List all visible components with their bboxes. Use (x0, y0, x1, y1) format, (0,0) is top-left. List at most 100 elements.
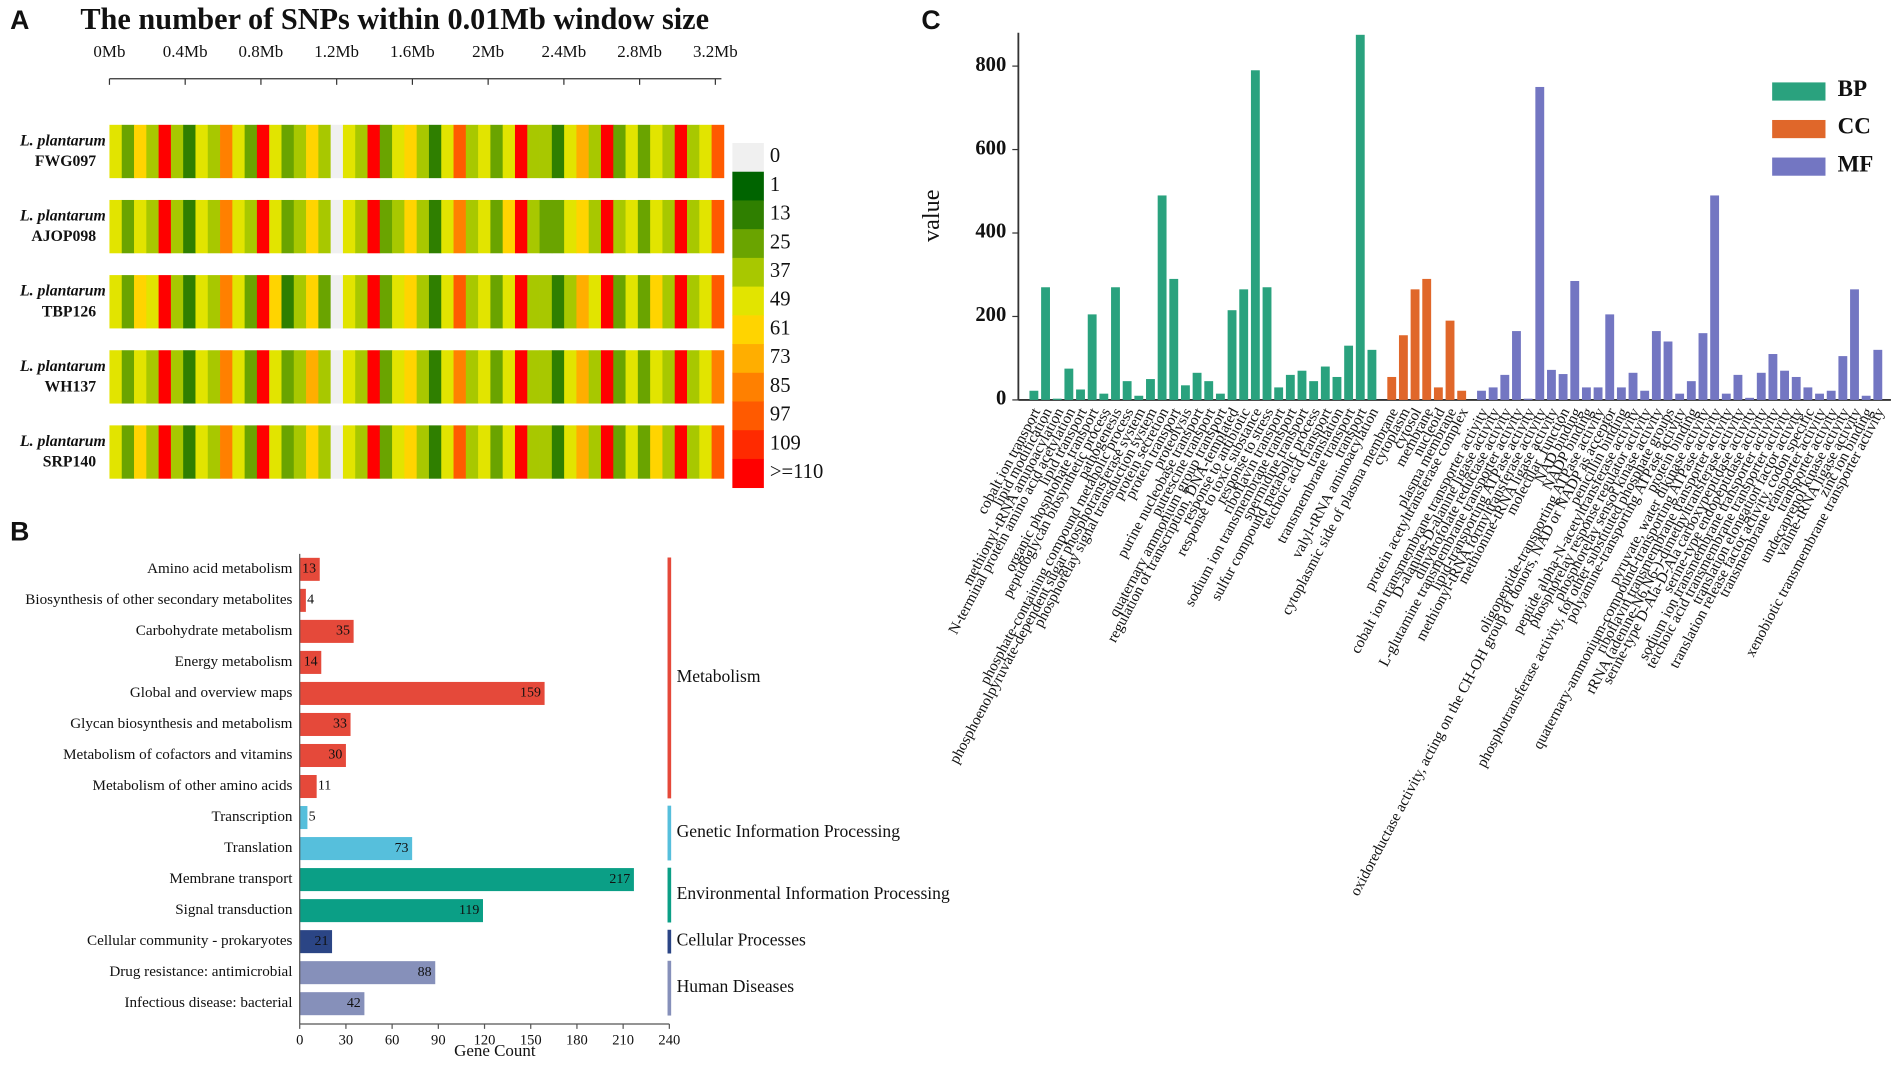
heat-cell (379, 124, 393, 179)
heat-cell (404, 199, 418, 254)
colorbar-label: 85 (770, 375, 791, 397)
heat-cell (281, 199, 295, 254)
category-label: Drug resistance: antimicrobial (109, 964, 292, 980)
heat-cell (146, 425, 159, 479)
bar (1134, 395, 1144, 400)
value-label: 88 (418, 965, 432, 980)
heat-cell (527, 199, 540, 254)
heat-cell (306, 425, 319, 479)
category-label: Cellular community - prokaryotes (87, 933, 293, 949)
y-tick-label: 0 (996, 388, 1006, 410)
heat-cell (502, 275, 516, 329)
heat-cell (625, 124, 639, 179)
colorbar-swatch (732, 257, 764, 287)
heat-cell (551, 350, 565, 404)
bar (1581, 387, 1591, 400)
heat-cell (465, 199, 479, 254)
row-species: L. plantarum (19, 208, 106, 225)
bar (1721, 393, 1731, 400)
bar (1309, 381, 1319, 400)
heat-cell (183, 199, 196, 254)
heat-cell (539, 425, 553, 479)
heat-cell (244, 425, 258, 479)
category-label: Carbohydrate metabolism (136, 623, 293, 639)
heat-cell (121, 275, 135, 329)
bar (1547, 369, 1556, 400)
heat-cell (158, 199, 172, 254)
heat-cell (637, 275, 651, 329)
heat-cell (551, 124, 565, 179)
colorbar-label: 61 (770, 317, 791, 339)
category-label: Global and overview maps (130, 685, 293, 701)
heat-cell (293, 199, 307, 254)
bar (1861, 395, 1871, 400)
value-label: 4 (307, 593, 314, 608)
bar (1710, 195, 1720, 400)
bar (1122, 381, 1132, 400)
bar (1297, 370, 1307, 400)
heat-cell (600, 275, 614, 329)
heat-cell (588, 350, 602, 404)
colorbar-swatch (732, 171, 764, 201)
heat-cell (662, 425, 676, 479)
heat-cell (662, 275, 676, 329)
y-tick-label: 800 (975, 54, 1006, 76)
heat-cell (207, 350, 221, 404)
bar (299, 588, 306, 612)
heat-cell (588, 275, 602, 329)
bar (299, 650, 322, 674)
heat-cell (134, 350, 147, 404)
bar (1410, 289, 1420, 400)
heat-cell (551, 425, 565, 479)
heat-cell (441, 199, 454, 254)
bar (1780, 370, 1789, 400)
bar (1180, 385, 1190, 400)
heat-cell (551, 275, 565, 329)
x-tick-label: 60 (385, 1032, 400, 1048)
heat-cell (146, 199, 159, 254)
heat-cell (699, 425, 712, 479)
heat-cell (711, 124, 725, 179)
heat-cell (453, 124, 467, 179)
heat-cell (514, 199, 528, 254)
heat-cell (109, 124, 123, 179)
heat-cell (478, 425, 491, 479)
bar (1445, 320, 1455, 400)
heat-cell (293, 425, 307, 479)
heat-cell (269, 124, 282, 179)
heat-cell (687, 425, 700, 479)
bar (1099, 393, 1109, 400)
row-strain: SRP140 (43, 454, 97, 471)
heat-cell (453, 199, 467, 254)
heat-cell (637, 425, 651, 479)
x-axis-label: Gene Count (454, 1041, 536, 1060)
heat-cell (576, 199, 590, 254)
heat-cell (637, 350, 651, 404)
heat-cell (170, 350, 184, 404)
heat-cell (527, 124, 540, 179)
heat-cell (600, 199, 614, 254)
bar (1087, 314, 1097, 400)
bar (1512, 331, 1521, 400)
row-strain: FWG097 (35, 153, 96, 170)
bar (299, 868, 634, 892)
colorbar-label: >=110 (770, 461, 823, 483)
heat-cell (330, 350, 344, 404)
heat-cell (342, 275, 356, 329)
value-label: 42 (347, 996, 361, 1011)
heat-cell (564, 199, 577, 254)
bar (1640, 390, 1650, 400)
bar (1250, 70, 1260, 400)
heat-cell (514, 350, 528, 404)
heat-cell (625, 275, 639, 329)
bar (1192, 372, 1202, 400)
heat-cell (306, 124, 319, 179)
bar (1675, 393, 1685, 400)
group-label: Environmental Information Processing (677, 883, 950, 903)
category-label: Biosynthesis of other secondary metaboli… (25, 592, 292, 608)
colorbar-swatch (732, 143, 764, 173)
heat-cell (355, 425, 368, 479)
value-label: 30 (328, 748, 342, 763)
heat-cell (109, 275, 123, 329)
value-label: 119 (459, 903, 479, 918)
